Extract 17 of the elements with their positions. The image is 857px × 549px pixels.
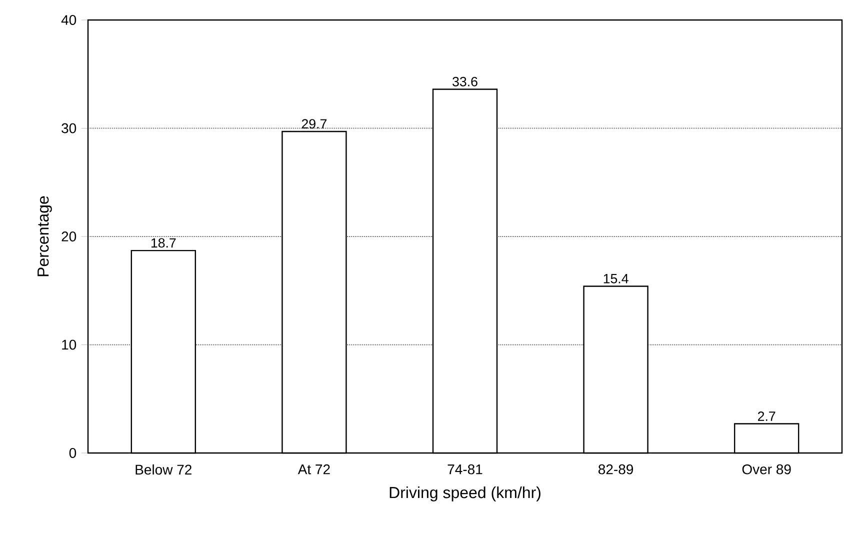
y-tick-label: 40: [61, 15, 76, 25]
x-tick-label: At 72: [298, 464, 330, 474]
x-axis-title: Driving speed (km/hr): [390, 486, 540, 502]
x-tick-label: Below 72: [136, 464, 192, 475]
data-label: 15.4: [604, 274, 628, 284]
y-tick-label: 10: [62, 340, 76, 350]
data-label: 33.6: [452, 76, 478, 86]
x-tick-label: Over 89: [742, 464, 791, 474]
y-tick-label: 20: [62, 232, 76, 242]
y-tick-label: 0: [69, 448, 76, 458]
y-tick-label: 30: [62, 123, 76, 134]
x-tick-label: 82-89: [598, 464, 634, 474]
data-label: 29.7: [302, 119, 327, 129]
data-label: 2.7: [758, 412, 776, 421]
y-axis-title: Percentage: [38, 196, 52, 276]
data-label: 18.7: [151, 238, 176, 248]
x-tick-label: 74-81: [448, 464, 482, 474]
